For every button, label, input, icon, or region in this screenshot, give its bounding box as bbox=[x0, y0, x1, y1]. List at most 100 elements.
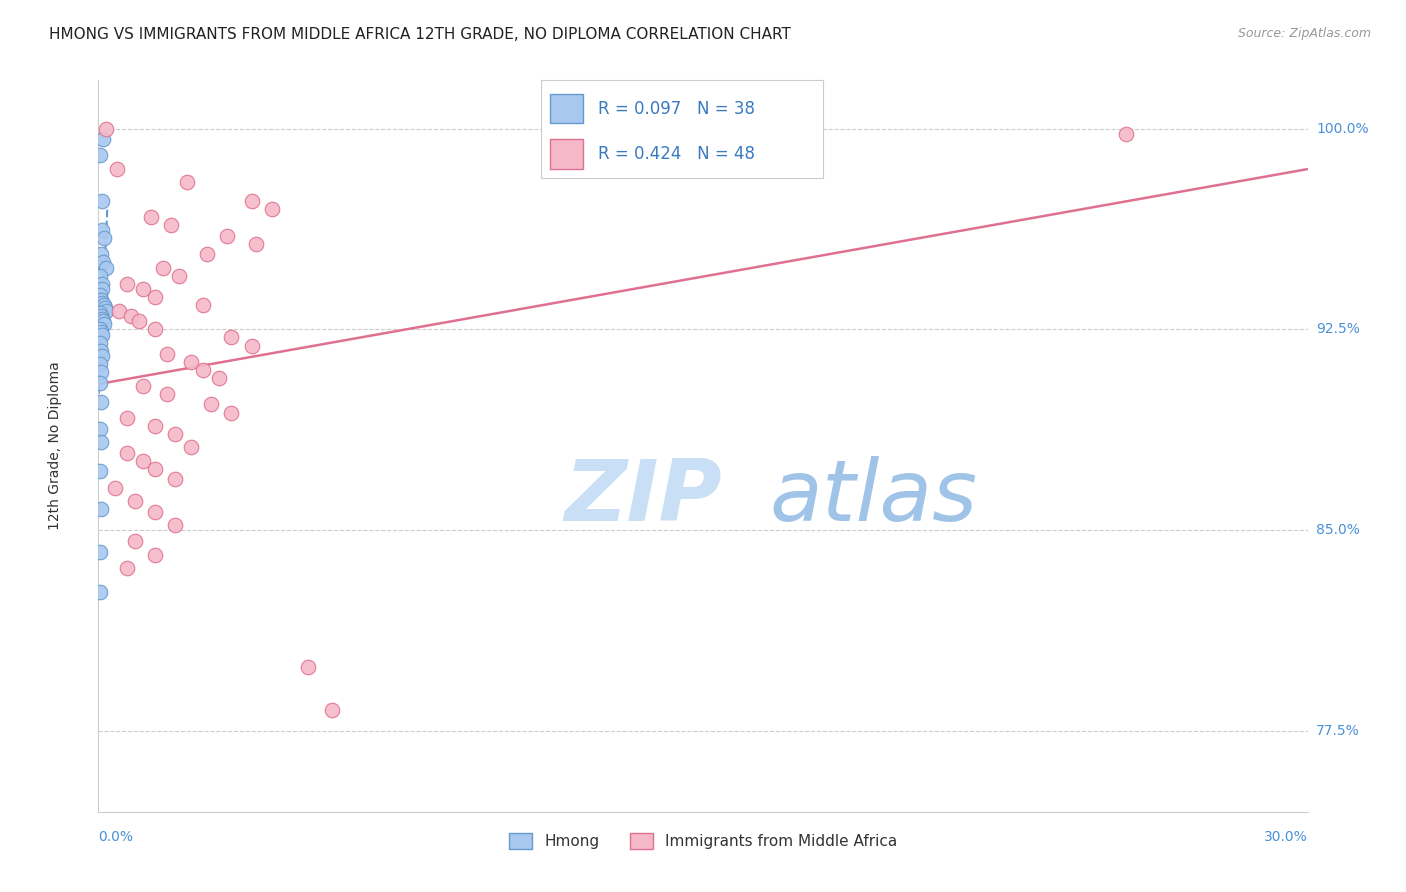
Point bbox=[89, 421, 111, 435]
Point bbox=[124, 534, 146, 549]
Text: Source: ZipAtlas.com: Source: ZipAtlas.com bbox=[1237, 27, 1371, 40]
Point bbox=[91, 255, 114, 269]
Point bbox=[132, 378, 155, 392]
FancyBboxPatch shape bbox=[550, 139, 583, 169]
Point bbox=[89, 545, 111, 559]
Point bbox=[143, 505, 166, 519]
Point bbox=[115, 446, 138, 460]
Point bbox=[91, 282, 114, 296]
Point bbox=[240, 338, 263, 352]
Point bbox=[321, 703, 343, 717]
Point bbox=[176, 175, 198, 189]
Text: 30.0%: 30.0% bbox=[1264, 830, 1308, 844]
Point bbox=[90, 277, 112, 291]
Point bbox=[107, 303, 129, 318]
Point bbox=[139, 210, 162, 224]
Point bbox=[240, 194, 263, 208]
Point bbox=[89, 465, 111, 479]
Point bbox=[297, 660, 319, 674]
Point bbox=[91, 349, 114, 363]
Point bbox=[90, 325, 112, 339]
Point bbox=[193, 298, 215, 312]
Point bbox=[91, 194, 114, 208]
Point bbox=[96, 121, 118, 136]
Point bbox=[208, 370, 231, 384]
Text: 77.5%: 77.5% bbox=[1316, 724, 1360, 739]
Text: R = 0.097   N = 38: R = 0.097 N = 38 bbox=[598, 100, 755, 118]
Text: 12th Grade, No Diploma: 12th Grade, No Diploma bbox=[48, 361, 62, 531]
Point bbox=[160, 218, 183, 232]
FancyBboxPatch shape bbox=[550, 94, 583, 123]
Text: 85.0%: 85.0% bbox=[1316, 524, 1360, 537]
Point bbox=[124, 494, 146, 508]
Point bbox=[91, 311, 114, 326]
Point bbox=[156, 386, 179, 401]
Point bbox=[167, 268, 190, 283]
Point bbox=[132, 454, 155, 468]
Text: R = 0.424   N = 48: R = 0.424 N = 48 bbox=[598, 145, 755, 163]
Point bbox=[90, 365, 112, 379]
Text: 100.0%: 100.0% bbox=[1316, 121, 1368, 136]
Point bbox=[89, 268, 111, 283]
Point bbox=[105, 161, 128, 176]
Point bbox=[89, 335, 111, 350]
Point bbox=[245, 236, 267, 251]
Point bbox=[143, 290, 166, 304]
Text: HMONG VS IMMIGRANTS FROM MIDDLE AFRICA 12TH GRADE, NO DIPLOMA CORRELATION CHART: HMONG VS IMMIGRANTS FROM MIDDLE AFRICA 1… bbox=[49, 27, 792, 42]
Point bbox=[89, 357, 111, 371]
Point bbox=[91, 327, 114, 342]
Point bbox=[132, 282, 155, 296]
Point bbox=[90, 223, 112, 237]
Point bbox=[221, 330, 243, 344]
Point bbox=[128, 314, 150, 328]
Point bbox=[90, 343, 112, 358]
Legend: Hmong, Immigrants from Middle Africa: Hmong, Immigrants from Middle Africa bbox=[503, 827, 903, 855]
Point bbox=[115, 561, 138, 575]
Point bbox=[90, 394, 112, 409]
Point bbox=[89, 322, 111, 336]
Point bbox=[89, 148, 111, 162]
Point bbox=[93, 298, 115, 312]
Point bbox=[1115, 127, 1137, 141]
Point bbox=[200, 397, 222, 411]
Point bbox=[90, 502, 112, 516]
Point bbox=[163, 518, 186, 533]
Point bbox=[94, 301, 117, 315]
Point bbox=[143, 418, 166, 433]
Point bbox=[89, 287, 111, 301]
Point bbox=[143, 548, 166, 562]
Point bbox=[89, 306, 111, 320]
Point bbox=[91, 314, 114, 328]
Text: 0.0%: 0.0% bbox=[98, 830, 134, 844]
Point bbox=[91, 132, 114, 146]
Point bbox=[163, 426, 186, 441]
Point bbox=[90, 247, 112, 261]
Point bbox=[221, 405, 243, 419]
Point bbox=[195, 247, 218, 261]
Text: 92.5%: 92.5% bbox=[1316, 322, 1360, 336]
Point bbox=[143, 322, 166, 336]
Point bbox=[103, 481, 125, 495]
Point bbox=[217, 228, 239, 243]
Point bbox=[143, 462, 166, 476]
Point bbox=[93, 231, 115, 245]
Point bbox=[163, 473, 186, 487]
Point bbox=[260, 202, 283, 216]
Point bbox=[120, 309, 142, 323]
Point bbox=[90, 293, 112, 307]
Point bbox=[115, 410, 138, 425]
Point bbox=[156, 346, 179, 360]
Point bbox=[91, 295, 114, 310]
Point bbox=[89, 585, 111, 599]
Point bbox=[115, 277, 138, 291]
Point bbox=[180, 354, 202, 368]
Point bbox=[180, 441, 202, 455]
Point bbox=[89, 376, 111, 390]
Point bbox=[90, 434, 112, 449]
Point bbox=[96, 303, 118, 318]
Point bbox=[152, 260, 174, 275]
Point bbox=[193, 362, 215, 376]
Text: ZIP: ZIP bbox=[564, 456, 721, 539]
Point bbox=[90, 309, 112, 323]
Text: atlas: atlas bbox=[769, 456, 977, 539]
